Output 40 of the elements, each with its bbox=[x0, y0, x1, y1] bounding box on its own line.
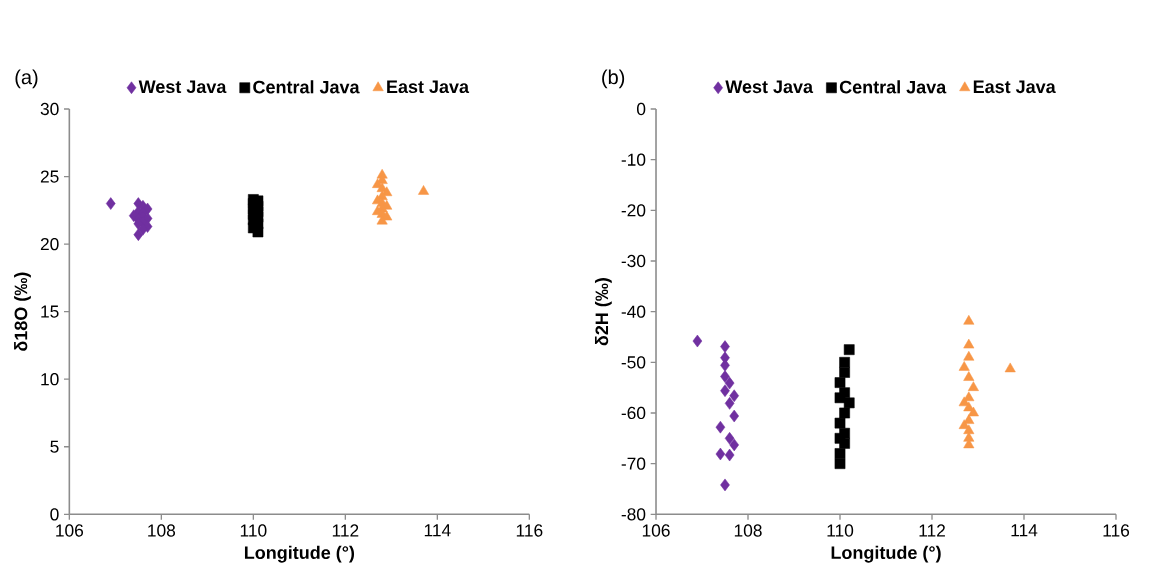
y-axis-title: δ18O (‰) bbox=[14, 272, 31, 351]
x-axis-title: Longitude (°) bbox=[244, 545, 355, 563]
x-tick-label: 116 bbox=[516, 524, 543, 537]
y-tick-label: -80 bbox=[621, 508, 646, 521]
x-tick-label: 106 bbox=[642, 524, 670, 537]
x-tick-label: 110 bbox=[240, 524, 267, 537]
y-tick-label: -20 bbox=[621, 204, 646, 217]
y-tick-label: 15 bbox=[41, 305, 59, 318]
y-tick-label: 0 bbox=[50, 508, 59, 521]
y-tick-label: 25 bbox=[40, 170, 59, 183]
y-tick-label: -30 bbox=[621, 254, 646, 268]
legend-label: West Java bbox=[725, 80, 814, 94]
legend-label: East Java bbox=[387, 80, 470, 94]
y-axis-title: δ2H (‰) bbox=[594, 278, 612, 346]
legend-label: Central Java bbox=[839, 80, 947, 94]
y-tick-label: 20 bbox=[40, 237, 59, 251]
legend-label: East Java bbox=[973, 80, 1056, 94]
y-tick-label: -70 bbox=[621, 457, 646, 470]
x-tick-label: 112 bbox=[919, 524, 945, 537]
x-tick-label: 114 bbox=[1011, 524, 1038, 537]
x-tick-label: 110 bbox=[827, 524, 854, 537]
x-axis-title: Longitude (°) bbox=[831, 545, 941, 563]
y-tick-label: 30 bbox=[40, 102, 59, 116]
y-tick-label: -40 bbox=[621, 305, 646, 318]
x-tick-label: 116 bbox=[1103, 524, 1130, 537]
y-tick-label: -50 bbox=[621, 356, 646, 369]
x-tick-label: 106 bbox=[56, 524, 84, 537]
chart-title: (a) bbox=[15, 69, 38, 89]
x-tick-label: 108 bbox=[148, 524, 176, 537]
chart-title: (b) bbox=[602, 69, 625, 89]
x-tick-label: 112 bbox=[332, 524, 359, 537]
y-tick-label: -60 bbox=[621, 406, 646, 420]
y-tick-label: 5 bbox=[50, 440, 59, 453]
y-tick-label: 0 bbox=[636, 102, 646, 116]
y-tick-label: -10 bbox=[621, 153, 646, 166]
legend-label: West Java bbox=[138, 80, 227, 94]
y-tick-label: 10 bbox=[41, 373, 59, 386]
x-tick-label: 108 bbox=[734, 524, 762, 537]
legend-label: Central Java bbox=[253, 80, 360, 94]
x-tick-label: 114 bbox=[424, 524, 451, 537]
